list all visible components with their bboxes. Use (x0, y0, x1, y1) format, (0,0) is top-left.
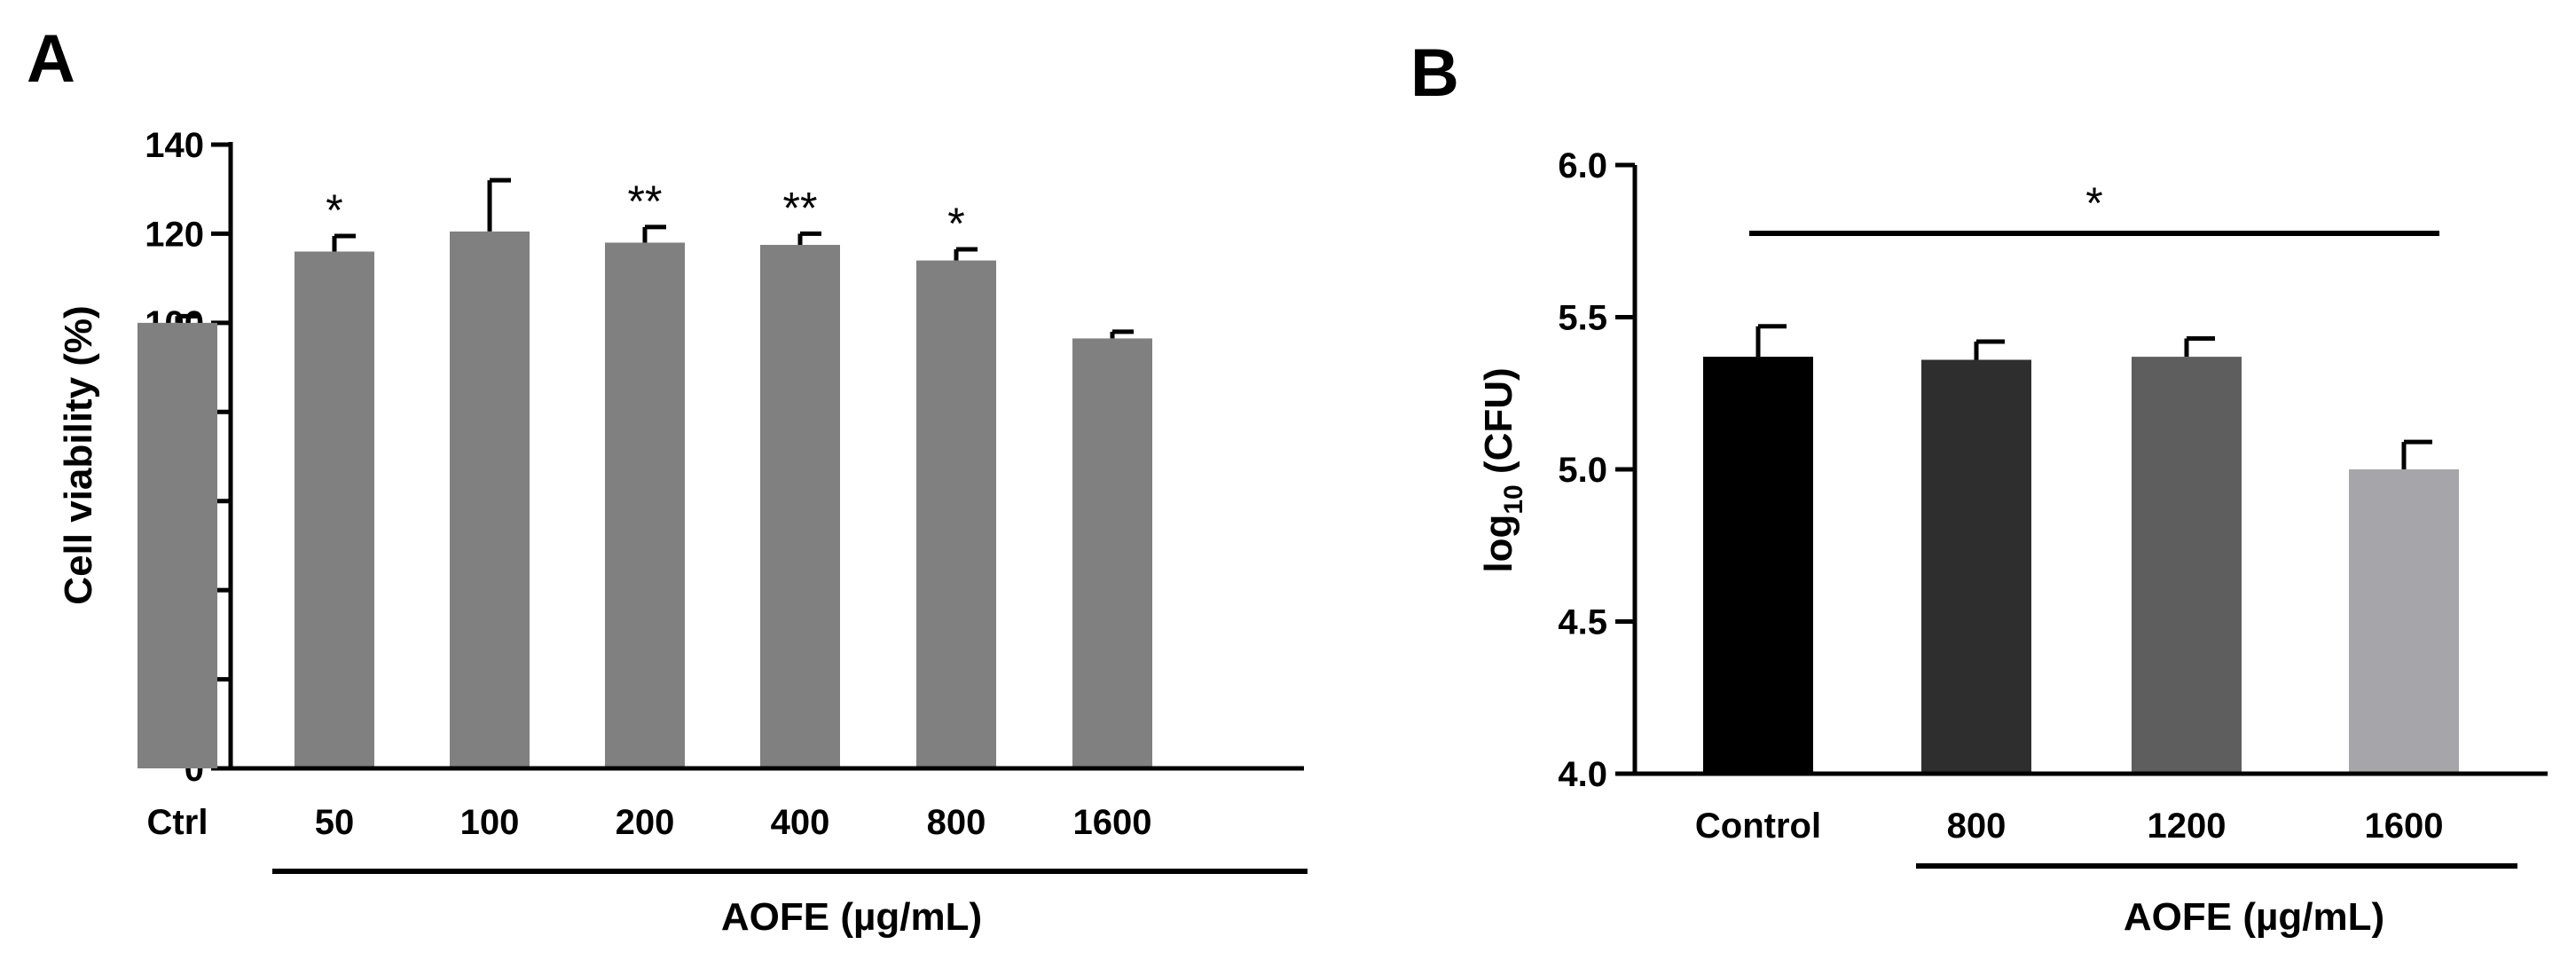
panel-a-letter: A (27, 21, 75, 97)
bar (2132, 357, 2242, 774)
significance-label: * (326, 185, 342, 235)
y-tick-label: 4.0 (1558, 755, 1607, 794)
significance-label: ** (783, 183, 818, 232)
bar (1921, 359, 2031, 774)
panel-b-letter: B (1410, 35, 1459, 111)
y-tick-label: 120 (145, 215, 204, 254)
x-tick-label: 800 (927, 803, 986, 842)
y-tick-label: 5.0 (1558, 451, 1607, 490)
x-tick-label: 1200 (2148, 807, 2227, 846)
bar (295, 251, 374, 768)
bar (760, 244, 840, 768)
chart-b-y-title-main: log (1477, 515, 1520, 573)
x-tick-label: 1600 (1073, 803, 1152, 842)
bar (450, 231, 530, 768)
chart-a: 020406080100120140Ctrl50*100200**400**80… (57, 126, 1308, 939)
significance-label: * (947, 199, 964, 248)
bar (2349, 469, 2459, 774)
y-tick-label: 5.5 (1558, 299, 1607, 338)
comparison-significance: * (2085, 178, 2102, 228)
bar (1703, 357, 1813, 774)
x-tick-label: 1600 (2365, 807, 2444, 846)
chart-a-x-title: AOFE (µg/mL) (721, 895, 982, 939)
chart-b-y-title-sub: 10 (1499, 484, 1528, 514)
chart-a-y-title: Cell viability (%) (57, 305, 100, 604)
x-tick-label: 200 (616, 803, 675, 842)
bar (1072, 338, 1152, 768)
significance-label: ** (628, 177, 663, 226)
x-tick-label: Ctrl (147, 803, 208, 842)
x-tick-label: 400 (771, 803, 830, 842)
x-tick-label: 800 (1947, 807, 2007, 846)
x-tick-label: 100 (460, 803, 520, 842)
chart-b-y-title-rest: (CFU) (1477, 367, 1520, 484)
bar (916, 260, 996, 768)
y-tick-label: 140 (145, 126, 204, 165)
y-tick-label: 4.5 (1558, 603, 1607, 642)
bar (605, 242, 685, 768)
x-tick-label: 50 (315, 803, 355, 842)
chart-b-x-title: AOFE (µg/mL) (2124, 895, 2384, 939)
chart-b: 4.0 4.5 5.0 5.5 6.0 Control 800 1200 1600 * log10… (1477, 146, 2548, 939)
y-tick-label: 6.0 (1558, 146, 1607, 185)
chart-b-y-title: log10 (CFU) (1477, 367, 1528, 572)
bar (137, 322, 217, 768)
x-tick-label: Control (1695, 807, 1821, 846)
